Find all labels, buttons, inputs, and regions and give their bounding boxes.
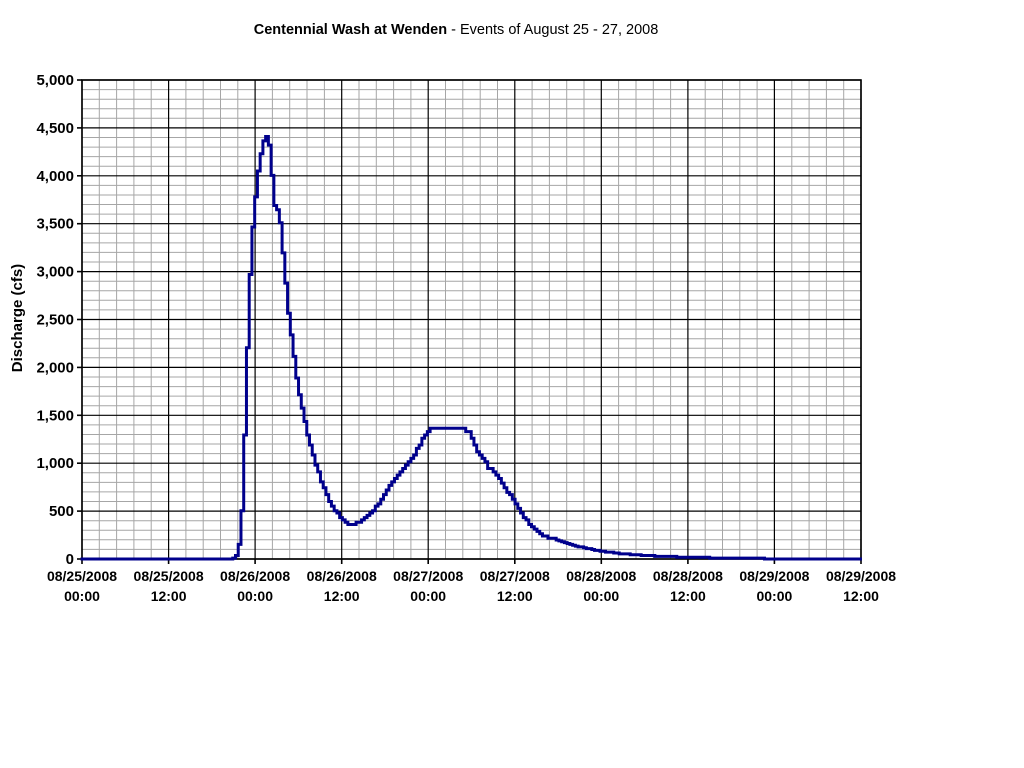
svg-text:08/28/2008: 08/28/2008 (566, 568, 636, 584)
svg-text:1,500: 1,500 (36, 407, 74, 424)
svg-text:08/29/2008: 08/29/2008 (826, 568, 896, 584)
svg-text:5,000: 5,000 (36, 72, 74, 89)
svg-text:4,500: 4,500 (36, 120, 74, 137)
svg-text:08/27/2008: 08/27/2008 (393, 568, 463, 584)
svg-text:12:00: 12:00 (497, 588, 533, 604)
svg-text:12:00: 12:00 (670, 588, 706, 604)
svg-text:08/29/2008: 08/29/2008 (739, 568, 809, 584)
svg-text:2,500: 2,500 (36, 312, 74, 329)
svg-text:12:00: 12:00 (324, 588, 360, 604)
svg-text:00:00: 00:00 (410, 588, 446, 604)
svg-text:08/27/2008: 08/27/2008 (480, 568, 550, 584)
svg-text:3,000: 3,000 (36, 264, 74, 281)
svg-text:08/28/2008: 08/28/2008 (653, 568, 723, 584)
svg-text:500: 500 (49, 503, 74, 520)
svg-text:12:00: 12:00 (151, 588, 187, 604)
svg-text:0: 0 (66, 551, 74, 568)
svg-text:00:00: 00:00 (583, 588, 619, 604)
svg-text:4,000: 4,000 (36, 168, 74, 185)
svg-text:2,000: 2,000 (36, 359, 74, 376)
svg-text:08/26/2008: 08/26/2008 (220, 568, 290, 584)
svg-text:08/26/2008: 08/26/2008 (307, 568, 377, 584)
svg-text:00:00: 00:00 (756, 588, 792, 604)
svg-text:12:00: 12:00 (843, 588, 879, 604)
svg-text:00:00: 00:00 (64, 588, 100, 604)
svg-text:Discharge (cfs): Discharge (cfs) (9, 264, 26, 372)
svg-text:08/25/2008: 08/25/2008 (134, 568, 204, 584)
svg-text:3,500: 3,500 (36, 216, 74, 233)
svg-text:00:00: 00:00 (237, 588, 273, 604)
svg-text:1,000: 1,000 (36, 455, 74, 472)
svg-text:08/25/2008: 08/25/2008 (47, 568, 117, 584)
